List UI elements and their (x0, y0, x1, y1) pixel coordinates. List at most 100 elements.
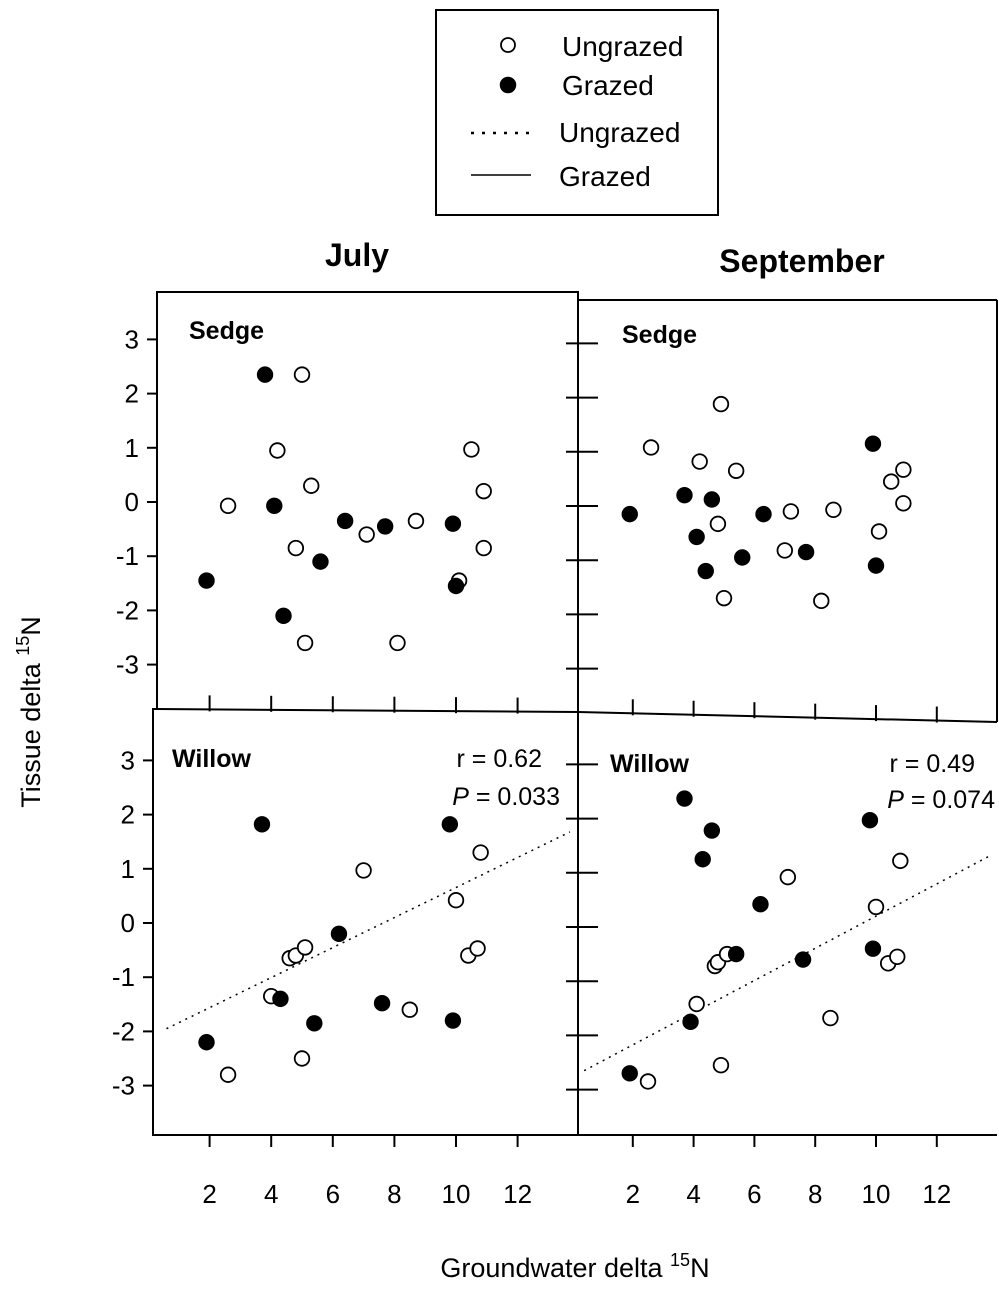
ungrazed-point-10 (463, 441, 480, 458)
grazed-point-0 (621, 1065, 638, 1082)
ungrazed-point-8 (447, 892, 465, 909)
legend-label-ungrazed-points: Ungrazed (562, 31, 683, 62)
ungrazed-point-0 (219, 497, 237, 514)
grazed-point-4 (703, 491, 721, 508)
ungrazed-point-4 (303, 477, 320, 494)
panel-frame (156, 291, 579, 709)
x-tick-label: 8 (387, 1179, 401, 1209)
grazed-point-1 (676, 790, 693, 807)
panel-label-willow-july: Willow (172, 745, 251, 773)
grazed-point-4 (330, 925, 348, 943)
panel-july-willow: Willow r = 0.62 P = 0.033 (152, 708, 579, 1136)
y-tick-label: -1 (116, 541, 139, 571)
grazed-point-8 (447, 577, 465, 595)
ungrazed-point-12 (475, 539, 492, 557)
x-tick-label: 10 (442, 1179, 471, 1209)
legend: Ungrazed Grazed Ungrazed Grazed (435, 9, 719, 216)
panel-september-willow: Willow r = 0.49 P = 0.074 (577, 709, 998, 1136)
grazed-point-3 (694, 851, 711, 868)
ungrazed-point-0 (639, 1073, 657, 1090)
y-tick-label: -3 (112, 1071, 135, 1101)
y-axis-label: Tissue delta 15N (13, 616, 46, 808)
grazed-point-3 (275, 607, 292, 625)
data-points (621, 395, 912, 610)
ungrazed-point-0 (219, 1066, 237, 1083)
grazed-point-8 (864, 435, 882, 452)
ungrazed-point-1 (269, 442, 286, 459)
grazed-point-6 (441, 816, 459, 833)
y-tick-label: 2 (121, 800, 135, 830)
grazed-point-9 (867, 557, 885, 574)
grazed-point-2 (682, 1013, 699, 1031)
grazed-point-7 (794, 951, 812, 968)
x-tick-label: 12 (503, 1179, 532, 1209)
ungrazed-point-9 (825, 501, 842, 518)
grazed-point-3 (306, 1015, 323, 1032)
ungrazed-point-13 (895, 495, 912, 512)
data-points (583, 790, 989, 1090)
grazed-point-0 (198, 572, 215, 589)
ungrazed-point-5 (709, 515, 727, 533)
grazed-point-2 (688, 528, 705, 546)
ungrazed-point-0 (642, 439, 660, 456)
grazed-point-2 (272, 990, 289, 1008)
grazed-point-0 (621, 505, 638, 523)
ungrazed-point-4 (727, 462, 745, 479)
ungrazed-point-2 (293, 366, 311, 383)
ungrazed-point-11 (472, 844, 489, 861)
x-tick-label: 2 (202, 1179, 216, 1209)
ungrazed-point-4 (296, 939, 314, 956)
ungrazed-point-6 (358, 526, 375, 543)
grazed-point-7 (444, 515, 462, 532)
grazed-point-7 (444, 1012, 462, 1029)
stats-p-july: P = 0.033 (452, 783, 560, 811)
y-tick-label: -1 (112, 962, 135, 992)
grazed-point-7 (797, 543, 815, 561)
grazed-point-1 (676, 486, 693, 504)
column-title-september: September (719, 243, 884, 279)
stats-p-september: P = 0.074 (887, 786, 995, 814)
y-tick-label: 1 (125, 433, 139, 463)
ungrazed-point-5 (712, 1057, 730, 1074)
x-tick-label: 4 (264, 1179, 278, 1209)
ungrazed-point-2 (712, 395, 730, 413)
fit-line-ungrazed (583, 855, 989, 1072)
grazed-point-3 (697, 562, 714, 580)
ungrazed-point-5 (293, 1050, 311, 1067)
ungrazed-point-7 (389, 634, 406, 652)
ungrazed-point-8 (407, 512, 425, 530)
ungrazed-point-3 (287, 539, 305, 557)
data-points (198, 366, 492, 652)
ungrazed-point-6 (355, 862, 372, 879)
y-tick-label: 0 (125, 487, 139, 517)
panel-label-willow-september: Willow (610, 750, 689, 778)
panel-frame (577, 709, 997, 1136)
column-title-july: July (325, 237, 389, 273)
ungrazed-point-8 (813, 592, 830, 610)
grazed-point-4 (703, 822, 721, 839)
stats-r-july: r = 0.62 (457, 745, 542, 773)
grazed-point-5 (734, 549, 751, 566)
grazed-point-8 (861, 812, 879, 829)
y-tick-label: 3 (121, 745, 135, 775)
x-tick-label: 8 (808, 1179, 822, 1209)
panel-september-sedge: Sedge (578, 299, 997, 610)
ungrazed-point-6 (779, 868, 797, 886)
panel-july-sedge: Sedge (156, 291, 579, 709)
ungrazed-point-7 (822, 1009, 839, 1027)
grazed-point-6 (755, 505, 772, 523)
panel-label-sedge-september: Sedge (622, 321, 697, 349)
x-tick-label: 6 (747, 1179, 761, 1209)
legend-box (435, 9, 719, 216)
x-tick-label: 2 (626, 1179, 640, 1209)
y-tick-label: -3 (116, 650, 139, 680)
grazed-point-1 (256, 366, 274, 383)
stats-r-september: r = 0.49 (890, 750, 975, 778)
ungrazed-point-1 (688, 995, 705, 1013)
ungrazed-point-1 (691, 453, 708, 470)
ungrazed-point-5 (296, 634, 314, 652)
legend-filled-circle-icon (499, 76, 517, 94)
grazed-point-4 (312, 553, 329, 570)
